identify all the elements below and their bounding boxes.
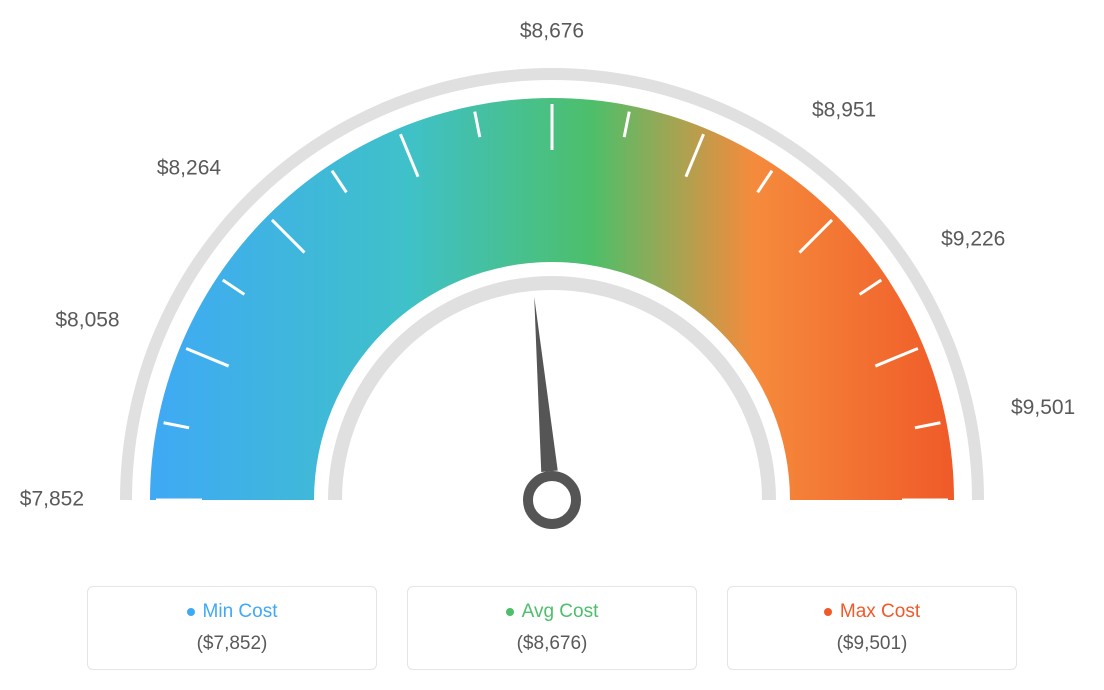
gauge-tick-label: $8,058 <box>55 308 119 331</box>
legend-card-min: Min Cost ($7,852) <box>87 586 377 670</box>
gauge-tick-label: $9,226 <box>941 228 1005 251</box>
legend-dot-min <box>187 608 195 616</box>
legend-card-max: Max Cost ($9,501) <box>727 586 1017 670</box>
legend-value-max: ($9,501) <box>738 633 1006 655</box>
legend-row: Min Cost ($7,852) Avg Cost ($8,676) Max … <box>0 586 1104 670</box>
legend-dot-avg <box>506 608 514 616</box>
gauge-tick-label: $8,264 <box>157 157 222 180</box>
gauge-hub <box>528 476 576 524</box>
gauge-tick-label: $9,501 <box>1011 396 1075 419</box>
cost-gauge: $7,852 $8,058 $8,264 $8,676 $8,951 $9,226 $9,5… <box>0 0 1104 560</box>
legend-dot-max <box>824 608 832 616</box>
gauge-tick-label: $7,852 <box>20 488 84 511</box>
gauge-tick-label: $8,951 <box>812 98 876 121</box>
legend-label-avg: Avg Cost <box>522 601 599 623</box>
legend-value-avg: ($8,676) <box>418 633 686 655</box>
legend-value-min: ($7,852) <box>98 633 366 655</box>
gauge-needle <box>534 297 558 472</box>
legend-label-max: Max Cost <box>840 601 920 623</box>
legend-label-min: Min Cost <box>203 601 278 623</box>
gauge-tick-label: $8,676 <box>520 20 584 43</box>
legend-card-avg: Avg Cost ($8,676) <box>407 586 697 670</box>
